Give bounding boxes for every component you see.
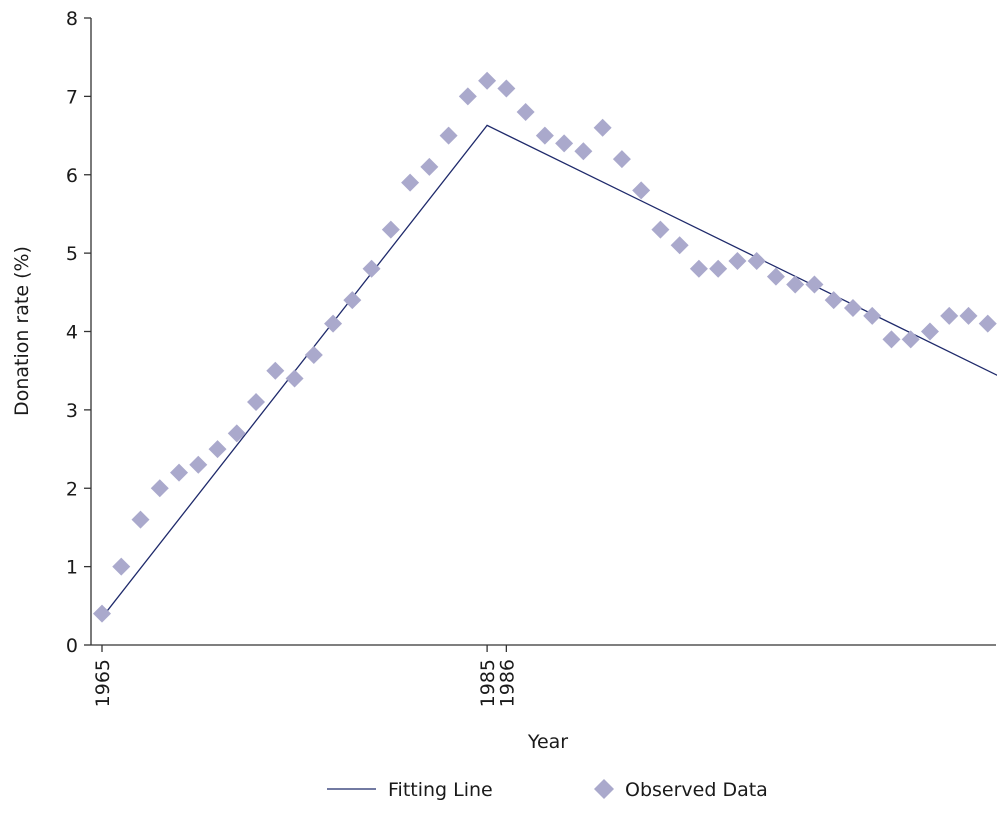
x-tick-label: 1965	[92, 659, 114, 707]
y-tick-label: 8	[66, 8, 78, 30]
observed-point	[324, 314, 343, 333]
observed-point	[208, 440, 227, 459]
observed-point	[266, 361, 285, 380]
series-layer	[93, 71, 997, 623]
legend-label-observed-data: Observed Data	[625, 779, 768, 801]
observed-point	[439, 126, 458, 145]
y-tick-label: 0	[66, 635, 78, 657]
observed-point	[863, 306, 882, 325]
y-tick-label: 5	[66, 243, 78, 265]
observed-point	[651, 220, 670, 239]
observed-point	[766, 267, 785, 286]
observed-point	[574, 142, 593, 161]
observed-point	[150, 479, 169, 498]
observed-point	[227, 424, 246, 443]
observed-point	[593, 118, 612, 137]
observed-point	[478, 71, 497, 90]
observed-point	[978, 314, 997, 333]
observed-point	[170, 463, 189, 482]
x-tick-label: 1985	[477, 659, 499, 707]
observed-point	[362, 259, 381, 278]
observed-point	[920, 322, 939, 341]
observed-point	[131, 510, 150, 529]
legend-diamond-swatch	[594, 779, 614, 799]
observed-point	[747, 251, 766, 270]
y-tick-label: 4	[66, 322, 78, 344]
observed-point	[901, 330, 920, 349]
x-axis-title: Year	[527, 731, 568, 753]
observed-point	[843, 298, 862, 317]
observed-point	[632, 181, 651, 200]
observed-point	[535, 126, 554, 145]
observed-point	[516, 103, 535, 122]
observed-point	[689, 259, 708, 278]
observed-point	[497, 79, 516, 98]
observed-point	[381, 220, 400, 239]
fitting-line	[101, 124, 997, 618]
observed-point	[940, 306, 959, 325]
y-tick-label: 1	[66, 557, 78, 579]
observed-point	[343, 291, 362, 310]
observed-point	[247, 393, 266, 412]
legend-label-fitting-line: Fitting Line	[388, 779, 493, 801]
observed-point	[882, 330, 901, 349]
observed-point	[670, 236, 689, 255]
observed-point	[824, 291, 843, 310]
observed-point	[959, 306, 978, 325]
observed-point	[728, 251, 747, 270]
y-tick-label: 3	[66, 400, 78, 422]
observed-point	[709, 259, 728, 278]
axes	[90, 18, 996, 646]
y-tick-label: 6	[66, 165, 78, 187]
observed-point	[112, 557, 131, 576]
observed-point	[401, 173, 420, 192]
observed-point	[285, 369, 304, 388]
observed-point	[786, 275, 805, 294]
observed-point	[420, 157, 439, 176]
observed-point	[612, 150, 631, 169]
y-axis-title: Donation rate (%)	[11, 246, 33, 416]
observed-point	[458, 87, 477, 106]
observed-point	[93, 604, 111, 623]
observed-point	[805, 275, 824, 294]
y-tick-label: 2	[66, 478, 78, 500]
observed-point	[304, 346, 323, 365]
observed-point	[189, 455, 208, 474]
y-tick-label: 7	[66, 86, 78, 108]
x-tick-label: 1986	[496, 659, 518, 707]
ticks: 0123456781965198519862012	[66, 8, 518, 707]
observed-point	[555, 134, 574, 153]
legend: Fitting Line Observed Data	[327, 779, 768, 801]
